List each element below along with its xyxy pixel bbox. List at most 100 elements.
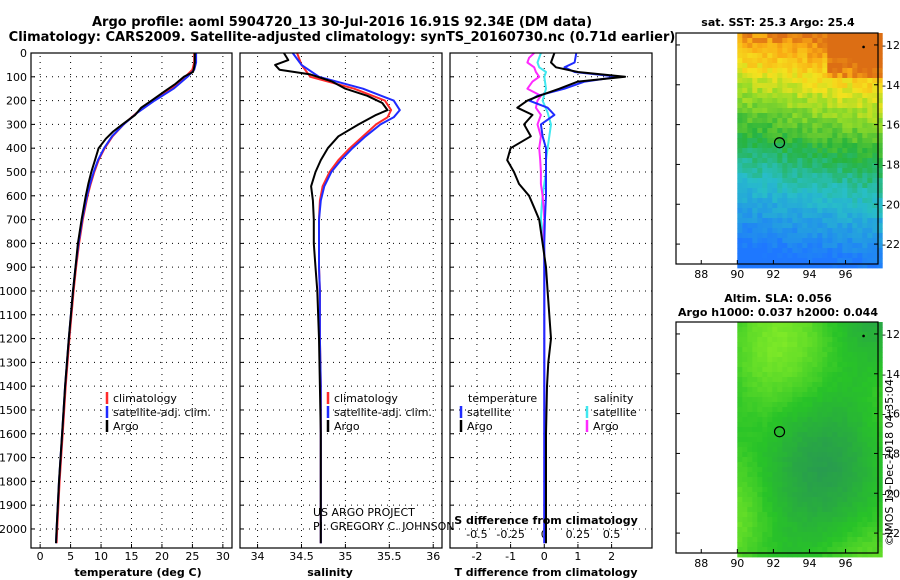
map-cell	[752, 213, 758, 219]
temperature-argo-line	[506, 52, 627, 544]
map-cell	[757, 33, 763, 39]
map-cell	[867, 208, 873, 214]
map-cell	[742, 133, 748, 139]
map-cell	[807, 143, 813, 149]
map-cell	[842, 203, 848, 209]
map-cell	[797, 253, 803, 259]
map-cell	[872, 108, 878, 114]
map-cell	[777, 258, 783, 264]
map-cell	[742, 248, 748, 254]
map-cell	[792, 168, 798, 174]
map-cell	[802, 223, 808, 229]
map-cell	[747, 128, 753, 134]
map-cell	[857, 48, 863, 54]
map-cell	[852, 228, 858, 234]
map-cell	[747, 238, 753, 244]
map-cell	[807, 108, 813, 114]
map-cell	[767, 73, 773, 79]
map-cell	[752, 78, 758, 84]
map-cell	[782, 73, 788, 79]
map-cell	[827, 128, 833, 134]
map-cell	[857, 253, 863, 259]
map-cell	[832, 153, 838, 159]
map-cell	[797, 63, 803, 69]
map-cell	[847, 203, 853, 209]
map-cell	[867, 113, 873, 119]
map-cell	[792, 33, 798, 39]
map-cell	[782, 193, 788, 199]
map-cell	[847, 238, 853, 244]
map-cell	[822, 148, 828, 154]
map-cell	[792, 258, 798, 264]
map-cell	[822, 43, 828, 49]
map-cell	[772, 88, 778, 94]
map-cell	[752, 203, 758, 209]
map-cell	[807, 138, 813, 144]
map-cell	[797, 48, 803, 54]
map-cell	[782, 228, 788, 234]
map-cell	[772, 148, 778, 154]
map-cell	[747, 88, 753, 94]
map-cell	[797, 193, 803, 199]
map-cell	[742, 213, 748, 219]
map-cell	[852, 113, 858, 119]
map-cell	[807, 153, 813, 159]
map-cell	[792, 98, 798, 104]
map-cell	[842, 58, 848, 64]
map-cell	[772, 38, 778, 44]
map-cell	[752, 83, 758, 89]
map-cell	[747, 98, 753, 104]
map-cell	[737, 123, 743, 129]
map-cell	[852, 143, 858, 149]
map-cell	[857, 138, 863, 144]
map-cell	[767, 148, 773, 154]
map-cell	[737, 143, 743, 149]
map-cell	[787, 38, 793, 44]
map-cell	[842, 198, 848, 204]
map-cell	[837, 103, 843, 109]
map-cell	[762, 168, 768, 174]
map-cell	[742, 138, 748, 144]
map-cell	[827, 163, 833, 169]
map-cell	[742, 198, 748, 204]
map-cell	[777, 158, 783, 164]
map-cell	[847, 108, 853, 114]
map-cell	[767, 153, 773, 159]
map-cell	[752, 133, 758, 139]
map-cell	[742, 258, 748, 264]
map-cell	[802, 158, 808, 164]
map-cell	[852, 178, 858, 184]
map-cell	[877, 243, 883, 249]
map-cell	[832, 178, 838, 184]
map-cell	[842, 43, 848, 49]
map-cell	[752, 108, 758, 114]
map-cell	[757, 168, 763, 174]
map-cell	[867, 98, 873, 104]
map-cell	[797, 83, 803, 89]
map-cell	[782, 58, 788, 64]
plot-frame	[449, 52, 653, 549]
map-cell	[812, 128, 818, 134]
map-cell	[777, 78, 783, 84]
map-cell	[772, 183, 778, 189]
map-cell	[837, 208, 843, 214]
map-cell	[757, 148, 763, 154]
map-cell	[842, 158, 848, 164]
map-cell	[792, 183, 798, 189]
map-cell	[772, 188, 778, 194]
map-cell	[837, 63, 843, 69]
map-cell	[837, 53, 843, 59]
x-tick-label: 35	[338, 550, 352, 563]
map-cell	[762, 98, 768, 104]
map-cell	[867, 133, 873, 139]
map-cell	[802, 178, 808, 184]
map-cell	[747, 78, 753, 84]
map-cell	[782, 143, 788, 149]
map-cell	[857, 218, 863, 224]
map-cell	[877, 233, 883, 239]
map-cell	[857, 53, 863, 59]
map-cell	[817, 83, 823, 89]
map-cell	[737, 38, 743, 44]
map-cell	[747, 148, 753, 154]
map-cell	[872, 128, 878, 134]
